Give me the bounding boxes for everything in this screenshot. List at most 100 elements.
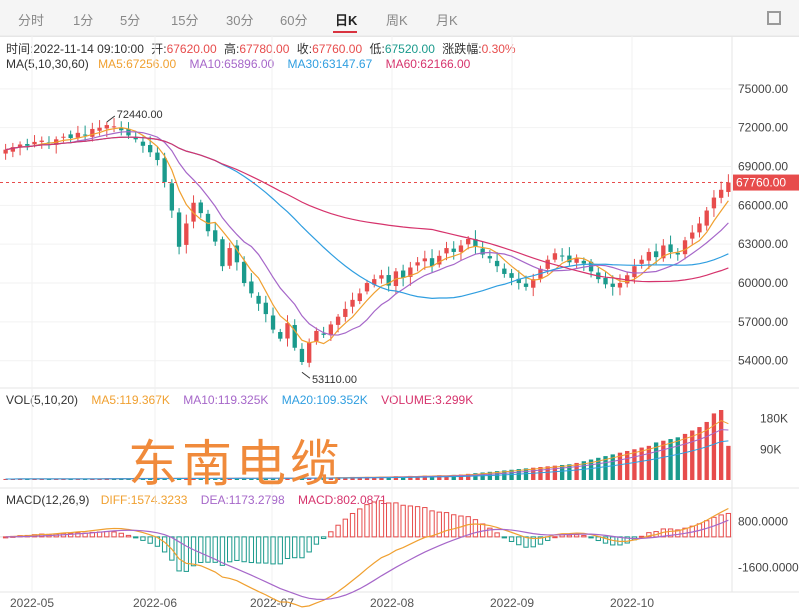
volume-value: VOLUME:3.299K: [381, 393, 474, 407]
volume-bar: [559, 464, 565, 480]
volume-bar: [473, 473, 478, 480]
volume-bar: [538, 467, 543, 480]
volume-bar: [502, 470, 507, 480]
macd-bar: [89, 531, 96, 538]
candle-body: [545, 259, 550, 269]
candle-body: [350, 299, 355, 307]
min-annotation-pointer: [301, 371, 311, 379]
macd-bar: [451, 514, 457, 538]
macd-bar: [24, 534, 30, 538]
tab-weekly-k[interactable]: 周K: [386, 13, 408, 28]
x-tick-label: 2022-09: [490, 596, 534, 610]
tab-daily-k[interactable]: 日K: [335, 13, 358, 28]
macd-bar: [414, 506, 421, 538]
candle-body: [227, 248, 232, 266]
candle-body: [625, 275, 630, 284]
time-label: 时间:: [6, 42, 34, 56]
volume-bar: [444, 475, 449, 480]
tab-monthly-k[interactable]: 月K: [436, 13, 458, 28]
macd-value: MACD:802.0871: [297, 493, 387, 507]
volume-bar: [466, 473, 471, 480]
vol-ma5-value: MA5:119.367K: [91, 393, 170, 407]
volume-bar: [675, 437, 680, 480]
macd-bar: [545, 536, 551, 541]
ma-legend: MA(5,10,30,60) MA5:67256.00 MA10:65896.0…: [6, 57, 470, 71]
macd-bar: [479, 523, 486, 538]
vol-legend-label: VOL(5,10,20): [6, 393, 79, 407]
volume-bar: [523, 468, 529, 480]
candle-body: [603, 277, 608, 285]
candle-body: [61, 136, 66, 138]
macd-tick-label: -1600.0000: [738, 561, 799, 575]
ma5-value: MA5:67256.00: [98, 57, 177, 71]
volume-bar: [516, 469, 521, 480]
volume-bar: [480, 472, 485, 480]
low-label: 低:: [369, 42, 385, 56]
macd-bar: [667, 528, 674, 538]
candle-body: [675, 252, 680, 255]
volume-bar: [487, 471, 493, 480]
candle-body: [552, 253, 558, 260]
candle-body: [646, 251, 652, 261]
volume-bar: [97, 478, 102, 480]
candle-body: [574, 258, 579, 263]
candle-body: [270, 315, 276, 330]
macd-bar: [573, 534, 580, 538]
macd-bar: [617, 536, 623, 546]
close-value: 67760.00: [312, 42, 363, 56]
candle-body: [516, 278, 521, 284]
macd-bar: [75, 532, 81, 538]
ma60-value: MA60:62166.00: [385, 57, 471, 71]
candle-body: [718, 189, 724, 198]
macd-bar: [646, 532, 652, 538]
open-value: 67620.00: [166, 42, 217, 56]
macd-bar: [552, 536, 558, 539]
macd-bar: [725, 512, 732, 538]
candle-body: [82, 134, 88, 136]
vol-ma20-value: MA20:109.352K: [281, 393, 368, 407]
volume-bar: [697, 427, 702, 480]
ma10-line: [5, 131, 729, 336]
volume-bar: [451, 474, 456, 480]
candle-body: [205, 213, 211, 232]
macd-bar: [320, 536, 327, 540]
macd-bar: [530, 536, 536, 548]
tab-1min[interactable]: 1分: [73, 13, 94, 28]
high-label: 高:: [223, 42, 240, 56]
volume-bar: [10, 478, 16, 480]
vol-ma20-line: [5, 440, 729, 480]
current-price-label: 67760.00: [736, 176, 786, 190]
macd-bar: [292, 536, 298, 559]
macd-bar: [704, 520, 710, 538]
volume-tick-label: 90K: [760, 442, 781, 456]
tab-fenshi[interactable]: 分时: [18, 13, 45, 28]
volume-bar: [104, 478, 109, 480]
tab-15min[interactable]: 15分: [171, 13, 199, 28]
candle-body: [473, 239, 478, 247]
volume-bar: [68, 478, 73, 480]
candle-body: [386, 275, 391, 286]
macd-bar: [183, 536, 189, 572]
candle-body: [668, 244, 673, 252]
candle-body: [292, 324, 297, 348]
time-value: 2022-11-14 09:10:00: [33, 42, 144, 56]
macd-bar: [277, 536, 283, 565]
volume-bar: [379, 476, 384, 480]
tab-30min[interactable]: 30分: [226, 13, 254, 28]
volume-bar: [119, 478, 124, 480]
candle-body: [299, 348, 305, 362]
fullscreen-icon[interactable]: [767, 11, 781, 25]
candle-body: [54, 139, 59, 145]
candle-body: [285, 323, 290, 339]
candle-body: [314, 330, 319, 342]
candle-body: [697, 223, 702, 233]
candle-body: [711, 197, 717, 209]
price-tick-label: 66000.00: [738, 198, 788, 212]
macd-bar: [176, 536, 182, 572]
macd-bar: [248, 536, 255, 564]
candle-body: [155, 152, 160, 161]
tab-5min[interactable]: 5分: [120, 13, 141, 28]
ma30-value: MA30:63147.67: [287, 57, 373, 71]
tab-60min[interactable]: 60分: [280, 13, 308, 28]
